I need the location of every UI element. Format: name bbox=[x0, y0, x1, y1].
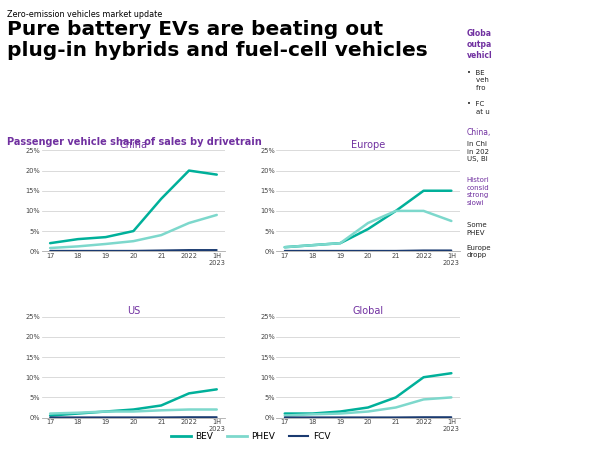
Text: Zero-emission vehicles market update: Zero-emission vehicles market update bbox=[7, 10, 162, 19]
Title: China: China bbox=[119, 140, 147, 150]
Text: Passenger vehicle share of sales by drivetrain: Passenger vehicle share of sales by driv… bbox=[7, 137, 262, 147]
Text: Histori
consid
strong
slowi: Histori consid strong slowi bbox=[467, 177, 490, 206]
Text: Europe
dropp: Europe dropp bbox=[467, 245, 491, 258]
Title: Europe: Europe bbox=[351, 140, 385, 150]
Text: •  FC
    at u: • FC at u bbox=[467, 101, 490, 114]
Text: In Chi
in 202
US, Bl: In Chi in 202 US, Bl bbox=[467, 141, 489, 163]
Title: US: US bbox=[127, 306, 140, 316]
Legend: BEV, PHEV, FCV: BEV, PHEV, FCV bbox=[167, 428, 334, 445]
Text: China,: China, bbox=[467, 128, 491, 137]
Text: •  BE
    veh
    fro: • BE veh fro bbox=[467, 70, 489, 91]
Text: Globa
outpa
vehicl: Globa outpa vehicl bbox=[467, 29, 493, 60]
Title: Global: Global bbox=[352, 306, 384, 316]
Text: Some 
PHEV: Some PHEV bbox=[467, 222, 489, 236]
Text: Pure battery EVs are beating out
plug-in hybrids and fuel-cell vehicles: Pure battery EVs are beating out plug-in… bbox=[7, 20, 428, 60]
